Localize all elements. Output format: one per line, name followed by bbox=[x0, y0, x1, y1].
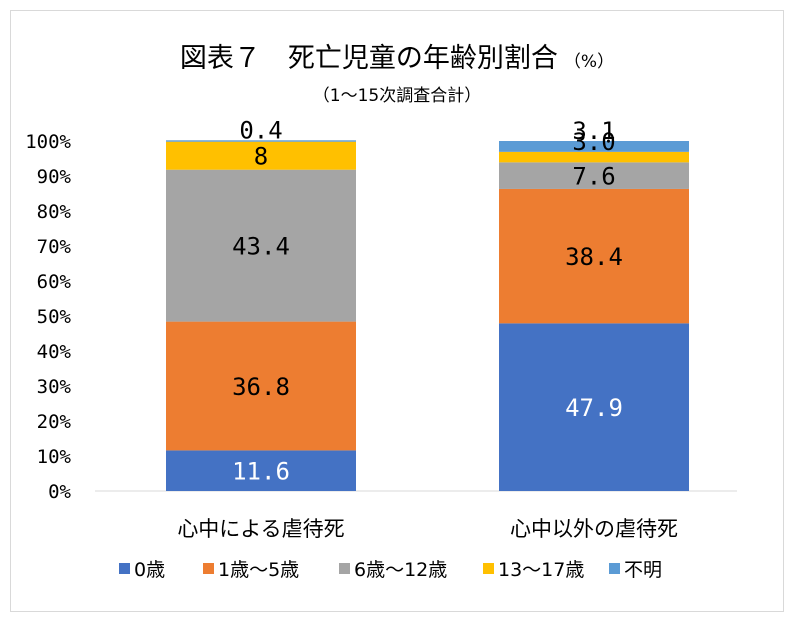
chart-title: 図表７ 死亡児童の年齢別割合 （%） bbox=[180, 43, 614, 74]
y-tick-label: 0% bbox=[48, 481, 71, 503]
data-label: 43.4 bbox=[232, 233, 290, 261]
y-axis: 0% 10% 20% 30% 40% 50% 60% 70% 80% 90% 100% bbox=[25, 131, 71, 503]
legend-swatch bbox=[203, 563, 214, 574]
data-label: 0.4 bbox=[239, 116, 282, 144]
y-tick-label: 10% bbox=[37, 446, 72, 468]
chart-canvas: 図表７ 死亡児童の年齢別割合 （%） （1〜15次調査合計） 0% 10% 20% 30… bbox=[25, 43, 737, 581]
legend-swatch bbox=[483, 563, 494, 574]
data-label: 3.0 bbox=[572, 128, 615, 156]
category-label: 心中による虐待死 bbox=[177, 517, 344, 541]
y-tick-label: 30% bbox=[37, 376, 72, 398]
legend-label: 13〜17歳 bbox=[498, 559, 584, 581]
legend-label: 0歳 bbox=[134, 559, 165, 581]
y-tick-label: 50% bbox=[37, 306, 72, 328]
chart-frame: 図表７ 死亡児童の年齢別割合 （%） （1〜15次調査合計） 0% 10% 20% 30… bbox=[10, 10, 784, 612]
legend-label: 不明 bbox=[624, 559, 662, 581]
bar-segment bbox=[166, 140, 356, 142]
data-label: 36.8 bbox=[232, 373, 290, 401]
legend-label: 6歳〜12歳 bbox=[354, 559, 447, 581]
data-label: 11.6 bbox=[232, 458, 290, 486]
bar-segment bbox=[499, 151, 689, 163]
y-tick-label: 100% bbox=[25, 131, 71, 153]
bar-segment bbox=[499, 162, 689, 189]
bar-segment bbox=[499, 323, 689, 491]
y-tick-label: 20% bbox=[37, 411, 72, 433]
y-tick-label: 70% bbox=[37, 236, 72, 258]
y-tick-label: 90% bbox=[37, 166, 72, 188]
data-label: 38.4 bbox=[565, 243, 623, 271]
data-label: 8 bbox=[254, 143, 268, 171]
chart-subtitle: （1〜15次調査合計） bbox=[313, 86, 481, 106]
bars: 11.6 36.8 43.4 80.4 47.9 38.4 7.6 3.03.1 bbox=[166, 116, 689, 491]
chart-title-main: 図表７ 死亡児童の年齢別割合 bbox=[180, 43, 558, 74]
data-label: 3.1 bbox=[572, 117, 615, 145]
data-label: 7.6 bbox=[572, 163, 615, 191]
y-tick-label: 40% bbox=[37, 341, 72, 363]
y-tick-label: 80% bbox=[37, 201, 72, 223]
bar-segment bbox=[166, 450, 356, 491]
category-label: 心中以外の虐待死 bbox=[510, 517, 678, 541]
legend-label: 1歳〜5歳 bbox=[218, 559, 299, 581]
legend-swatch bbox=[339, 563, 350, 574]
bar-segment bbox=[499, 188, 689, 324]
chart-title-unit: （%） bbox=[564, 52, 614, 72]
legend-swatch bbox=[119, 563, 130, 574]
legend: 0歳 1歳〜5歳 6歳〜12歳 13〜17歳 不明 bbox=[119, 559, 662, 581]
bar-segment bbox=[166, 141, 356, 170]
y-tick-label: 60% bbox=[37, 271, 72, 293]
data-label: 47.9 bbox=[565, 394, 623, 422]
legend-swatch bbox=[609, 563, 620, 574]
bar-segment bbox=[499, 141, 689, 152]
bar-segment bbox=[166, 169, 356, 322]
bar-segment bbox=[166, 321, 356, 451]
category-labels: 心中による虐待死 心中以外の虐待死 bbox=[177, 517, 678, 541]
